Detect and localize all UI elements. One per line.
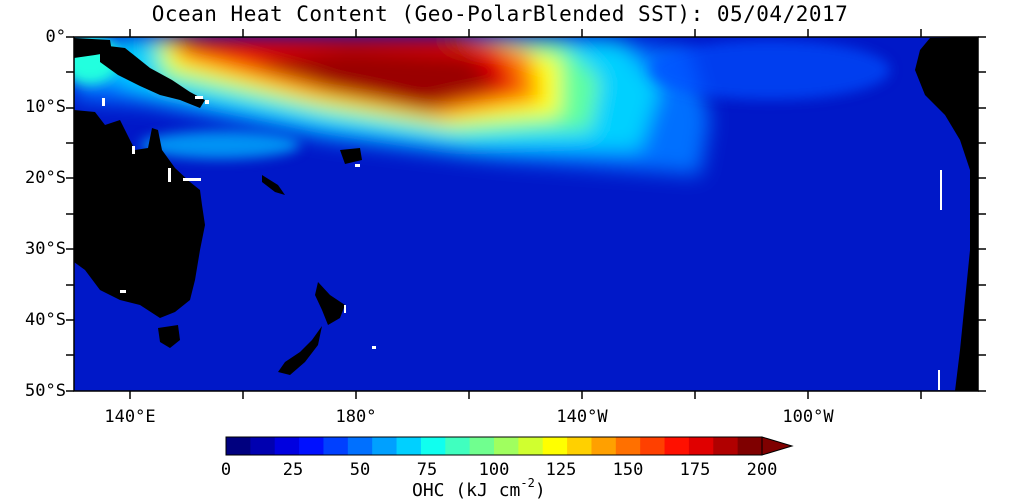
lon-label-180: 180° [335,407,377,427]
lon-label-140w: 140°W [556,407,608,427]
lat-label-10s: 10°S [25,97,66,117]
ohc-field [74,38,710,175]
tasmania [158,325,180,348]
colorbar-swatch [640,437,666,455]
coast-highlights [102,96,942,390]
colorbar-swatch [713,437,739,455]
lat-label-20s: 20°S [25,168,66,188]
colorbar-swatch [299,437,324,455]
colorbar-tick-label: 125 [545,460,577,480]
lon-label-100w: 100°W [782,407,834,427]
colorbar-tick-label: 100 [478,460,510,480]
ohc-light-tail [650,40,890,100]
colorbar-tick-label: 75 [416,460,438,480]
ohc-band-dark-red [250,48,500,110]
new-guinea [100,45,205,108]
colorbar-swatch [469,437,495,455]
colorbar-border [225,436,763,456]
new-zealand-north [315,282,345,325]
colorbar-swatch [664,437,690,455]
colorbar-swatch [323,437,349,455]
colorbar-tick-label: 50 [349,460,371,480]
australia-landmass [74,110,205,318]
lat-ticks [66,36,986,392]
colorbar-swatch [274,437,300,455]
land [74,37,978,391]
colorbar-swatch [445,437,471,455]
colorbar-swatch [420,437,446,455]
indonesia-islands [74,38,112,58]
colorbar-swatch [688,437,714,455]
colorbar-swatch [542,437,568,455]
colorbar-swatch [737,437,763,455]
ohc-coral-sea-cyan [140,131,300,159]
colorbar-swatch [518,437,544,455]
lat-label-40s: 40°S [25,310,66,330]
colorbar-swatch [615,437,641,455]
colorbar-tick-label: 200 [746,460,778,480]
lat-label-0: 0° [45,27,66,47]
south-america [915,37,978,391]
colorbar-swatch [591,437,617,455]
colorbar [225,436,794,456]
lat-label-30s: 30°S [25,239,66,259]
colorbar-tick-label: 150 [612,460,644,480]
colorbar-swatch [567,437,592,455]
colorbar-swatch [347,437,373,455]
colorbar-swatch [494,437,519,455]
colorbar-swatch [396,437,422,455]
new-zealand-south [278,326,322,375]
colorbar-swatch [372,437,398,455]
lat-label-50s: 50°S [25,381,66,401]
lon-label-140e: 140°E [104,407,156,427]
colorbar-tick-label: 25 [282,460,304,480]
vanuatu-fiji [340,148,362,164]
colorbar-swatch [250,437,276,455]
map-title: Ocean Heat Content (Geo-PolarBlended SST… [151,2,849,26]
colorbar-title: OHC (kJ cm-2) [412,476,546,501]
colorbar-swatch [226,437,251,455]
colorbar-extend-arrow [761,436,794,456]
colorbar-tick-label: 175 [679,460,711,480]
new-caledonia [262,175,285,195]
colorbar-tick-label: 0 [220,460,232,480]
lon-ticks [129,29,922,399]
